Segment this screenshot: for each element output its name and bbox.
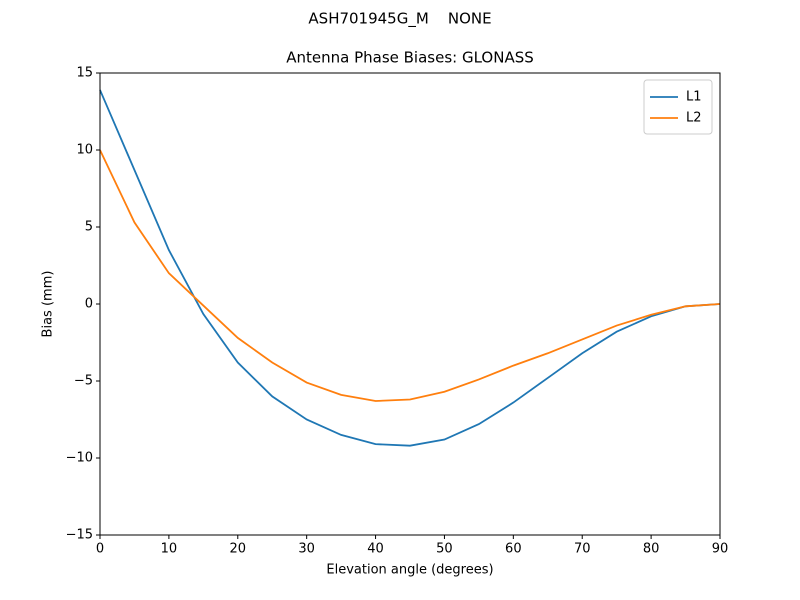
x-tick-label: 40 bbox=[367, 542, 384, 557]
y-tick-label: 10 bbox=[76, 143, 93, 158]
y-tick-label: 5 bbox=[85, 220, 93, 235]
y-tick-label: 15 bbox=[76, 66, 93, 81]
y-axis-label: Bias (mm) bbox=[41, 271, 56, 338]
legend-label: L2 bbox=[686, 111, 702, 126]
legend-box bbox=[643, 79, 713, 135]
y-tick-label: −15 bbox=[66, 528, 93, 543]
y-tick-label: −10 bbox=[66, 451, 93, 466]
line-series bbox=[99, 149, 721, 402]
x-tick-label: 90 bbox=[712, 542, 729, 557]
x-tick-label: 60 bbox=[505, 542, 522, 557]
x-axis-label: Elevation angle (degrees) bbox=[326, 563, 493, 578]
legend-label: L1 bbox=[686, 90, 702, 105]
x-tick-label: 80 bbox=[643, 542, 660, 557]
chart-title: Antenna Phase Biases: GLONASS bbox=[286, 49, 534, 67]
x-tick-label: 50 bbox=[436, 542, 453, 557]
line-series bbox=[99, 89, 721, 447]
x-tick-label: 20 bbox=[230, 542, 247, 557]
x-tick-label: 0 bbox=[96, 542, 104, 557]
y-tick-label: 0 bbox=[85, 297, 93, 312]
suptitle: ASH701945G_M NONE bbox=[308, 10, 491, 29]
x-tick-label: 30 bbox=[298, 542, 315, 557]
plot-frame bbox=[99, 72, 721, 536]
y-tick-label: −5 bbox=[74, 374, 93, 389]
x-tick-label: 10 bbox=[161, 542, 178, 557]
x-tick-label: 70 bbox=[574, 542, 591, 557]
